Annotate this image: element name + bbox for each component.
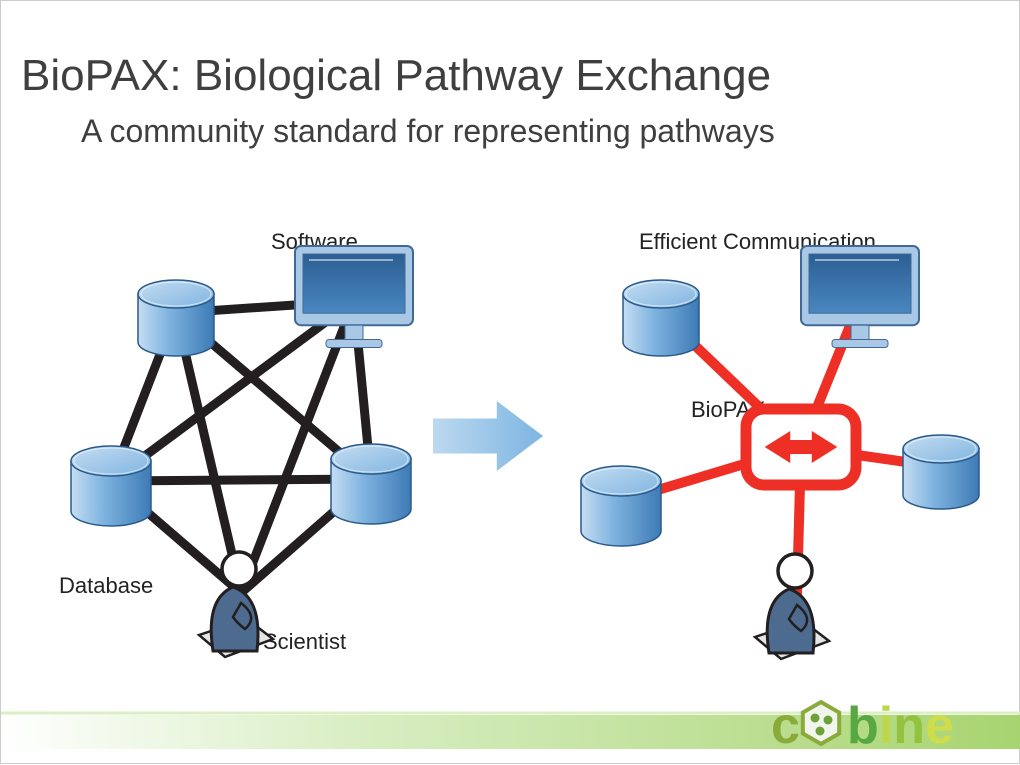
monitor-icon [801,246,919,348]
footer: cbine [1,697,1020,755]
transition-arrow-icon [433,401,543,471]
hex-icon [803,702,839,744]
svg-text:bine: bine [847,697,954,755]
database-icon [331,444,411,524]
database-icon [623,280,699,356]
combine-logo: cbine [771,697,954,755]
database-icon [138,280,214,356]
database-icon [581,466,661,546]
database-icon [71,446,151,526]
scientist-icon [755,554,829,659]
database-icon [903,435,979,509]
biopax-hub-icon [746,409,856,485]
svg-text:c: c [771,697,800,755]
diagram-canvas: cbine [1,1,1020,765]
